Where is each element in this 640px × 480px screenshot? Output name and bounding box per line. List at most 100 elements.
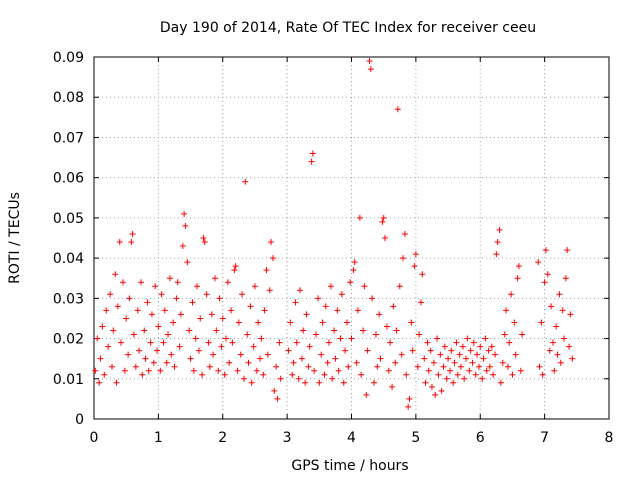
data-point [409, 347, 416, 354]
data-point [535, 259, 542, 266]
data-point [232, 263, 239, 270]
x-tick-label: 5 [411, 430, 420, 446]
data-point [453, 339, 460, 346]
y-tick-label: 0.02 [53, 332, 84, 348]
x-tick-label: 7 [540, 430, 549, 446]
data-point [171, 363, 178, 370]
data-point [112, 271, 119, 278]
data-point [381, 235, 388, 241]
data-point [483, 367, 490, 374]
data-point [174, 279, 181, 286]
data-point [129, 230, 136, 237]
data-point [503, 307, 509, 314]
data-point [338, 291, 345, 298]
data-point [345, 363, 352, 370]
data-point [554, 351, 561, 358]
data-point [148, 311, 155, 318]
data-point [549, 339, 556, 346]
data-point [364, 347, 371, 354]
data-point [398, 351, 405, 358]
x-tick-label: 6 [476, 430, 485, 446]
data-point [340, 379, 347, 386]
data-point [329, 375, 336, 382]
data-point [245, 359, 252, 366]
data-point [327, 283, 334, 290]
data-point [557, 359, 564, 366]
data-point [385, 367, 392, 374]
data-point [350, 267, 357, 274]
data-point [250, 343, 257, 350]
data-point [497, 379, 504, 386]
data-point [210, 351, 217, 358]
data-point [474, 351, 481, 358]
data-point [242, 178, 249, 185]
data-point [121, 367, 128, 374]
data-point [218, 343, 225, 350]
y-tick-label: 0.06 [53, 171, 84, 187]
data-point [548, 303, 555, 310]
data-point [222, 335, 229, 342]
data-point [130, 331, 137, 338]
data-point [569, 355, 576, 362]
data-point [434, 335, 441, 342]
data-point [216, 295, 223, 302]
data-point [392, 359, 399, 366]
data-point [347, 279, 354, 286]
data-point [342, 347, 349, 354]
data-point [208, 311, 215, 318]
data-point [466, 367, 473, 374]
data-point [482, 335, 489, 342]
data-point [432, 391, 439, 398]
data-point [157, 367, 164, 374]
data-point [116, 239, 123, 246]
data-point [234, 367, 241, 374]
data-point [380, 214, 387, 221]
data-point [427, 347, 434, 354]
data-point [150, 359, 157, 366]
data-point [419, 271, 426, 278]
data-point [428, 383, 435, 390]
data-point [337, 335, 344, 342]
data-point [490, 371, 497, 378]
data-point [403, 371, 410, 378]
data-point [313, 331, 320, 338]
data-point [438, 387, 445, 394]
data-point [94, 335, 101, 342]
data-point [479, 375, 486, 382]
data-point [396, 283, 403, 290]
data-point [200, 235, 207, 241]
data-point [101, 371, 108, 378]
data-point [260, 371, 267, 378]
data-point [321, 371, 328, 378]
data-point [145, 367, 152, 374]
data-point [224, 279, 231, 286]
data-point [334, 307, 341, 314]
data-point [197, 315, 204, 322]
data-point [459, 343, 466, 350]
data-point [371, 379, 378, 386]
data-point [285, 347, 292, 354]
data-point [244, 331, 251, 338]
data-point [263, 267, 270, 274]
chart-title: Day 190 of 2014, Rate Of TEC Index for r… [160, 20, 536, 36]
y-tick-label: 0.01 [53, 372, 84, 388]
y-tick-label: 0.08 [53, 90, 84, 106]
data-point [311, 367, 318, 374]
data-point [494, 239, 501, 246]
data-point [103, 307, 110, 314]
data-point [564, 247, 571, 254]
data-point [231, 267, 238, 274]
data-point [215, 367, 222, 374]
data-point [158, 291, 165, 298]
data-point [477, 343, 484, 350]
data-point [287, 319, 294, 326]
data-point [354, 307, 361, 314]
data-point [315, 295, 322, 302]
grid-layer [94, 57, 609, 419]
data-point [461, 375, 468, 382]
data-point [469, 359, 476, 366]
data-point [190, 367, 197, 374]
data-point [408, 319, 415, 326]
data-point [376, 311, 383, 318]
data-point [536, 363, 543, 370]
